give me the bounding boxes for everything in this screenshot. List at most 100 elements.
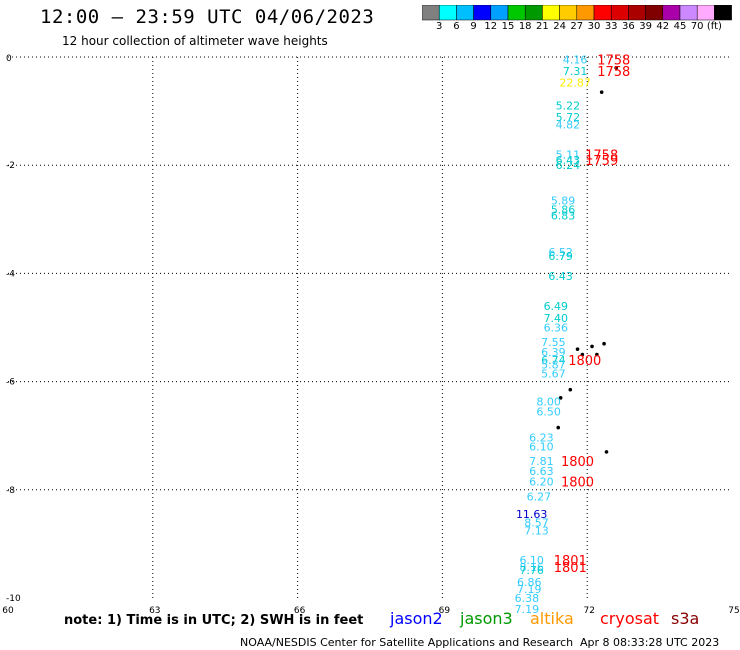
- island-mark: [580, 352, 585, 357]
- pass-time-label: 1800: [561, 476, 594, 491]
- wave-height-value: 6.79: [548, 250, 573, 263]
- wave-height-value: 5.72: [556, 111, 581, 124]
- wave-height-value: 6.52: [548, 246, 573, 259]
- footer-note: note: 1) Time is in UTC; 2) SWH is in fe…: [64, 613, 364, 628]
- island-mark: [595, 352, 599, 357]
- island-mark: [590, 344, 594, 349]
- wave-height-value: 6.20: [529, 476, 554, 489]
- wave-height-value: 6.74: [541, 354, 566, 367]
- colorbar-label: 3: [436, 21, 443, 32]
- colorbar-label: 27: [570, 21, 584, 32]
- wave-height-value: 7.76: [519, 564, 544, 577]
- wave-height-value: 6.49: [544, 300, 569, 313]
- wave-height-value: 7.19: [517, 583, 542, 596]
- colorbar-label: 6: [453, 21, 460, 32]
- island-mark: [575, 347, 580, 351]
- y-tick-label: 0: [6, 54, 12, 64]
- colorbar-label: 24: [553, 21, 566, 32]
- colorbar-label: 18: [518, 21, 532, 32]
- island-mark: [556, 425, 561, 430]
- wave-height-value: 6.10: [519, 554, 544, 567]
- wave-height-value: 7.81: [529, 455, 554, 468]
- x-tick-label: 69: [439, 606, 451, 616]
- colorbar-label: 9: [470, 21, 477, 32]
- colorbar-label: 15: [501, 21, 515, 32]
- wave-height-value: 7.31: [563, 65, 588, 78]
- wave-height-value: 6.86: [517, 576, 542, 589]
- colorbar-label: 36: [622, 21, 635, 32]
- x-tick-label: 60: [2, 606, 14, 616]
- island-mark: [614, 66, 618, 70]
- pass-time-label: 1758: [585, 148, 618, 163]
- wave-height-value: 7.40: [544, 312, 569, 325]
- x-tick-label: 75: [728, 606, 739, 616]
- map-subtitle: 12 hour collection of altimeter wave hei…: [62, 34, 328, 48]
- pass-time-label: 1801: [554, 554, 587, 569]
- generated-timestamp: Apr 8 08:33:28 UTC 2023: [580, 636, 720, 649]
- pass-time-label: 1801: [554, 561, 587, 576]
- wave-height-value: 6.10: [529, 441, 554, 454]
- pass-time-label: 1800: [568, 354, 601, 369]
- wave-height-value: 6.38: [515, 592, 540, 605]
- colorbar-label: 30: [587, 21, 601, 32]
- wave-height-value: 7.19: [515, 603, 540, 616]
- wave-height-value: 6.43: [548, 270, 573, 283]
- colorbar-label: 33: [604, 21, 618, 32]
- y-tick-label: -4: [6, 269, 15, 279]
- wave-height-value: 7.55: [541, 336, 566, 349]
- x-tick-label: 72: [583, 606, 594, 616]
- wave-height-value: 6.27: [527, 490, 552, 503]
- colorbar-label: 21: [536, 21, 549, 32]
- y-tick-label: -10: [6, 594, 21, 604]
- island-mark: [602, 341, 606, 346]
- wave-height-value: 22.87: [559, 76, 591, 89]
- satellite-legend-item: altika: [530, 609, 574, 628]
- wave-height-value: 6.39: [541, 346, 566, 359]
- credit-line: NOAA/NESDIS Center for Satellite Applica…: [240, 636, 574, 649]
- pass-time-label: 1800: [561, 455, 594, 470]
- wave-height-value: 4.82: [556, 119, 581, 132]
- wave-height-value: 5.86: [551, 204, 576, 217]
- wave-height-value: 8.57: [524, 516, 549, 529]
- x-tick-label: 63: [149, 606, 160, 616]
- island-mark: [599, 90, 604, 94]
- wave-height-value: 6.36: [544, 322, 569, 335]
- satellite-legend-item: s3a: [671, 609, 700, 628]
- wave-height-value: 8.00: [536, 396, 561, 409]
- wave-height-value: 6.83: [551, 210, 576, 223]
- wave-height-value: 5.89: [551, 194, 576, 207]
- wave-height-value: 6.24: [556, 159, 581, 172]
- colorbar-label: 45: [673, 21, 687, 32]
- y-tick-label: -6: [6, 378, 15, 388]
- wave-height-value: 6.23: [529, 431, 554, 444]
- colorbar-label: 12: [484, 21, 498, 32]
- wave-height-value: 6.50: [536, 405, 561, 418]
- island-mark: [558, 396, 563, 400]
- wave-height-value: 8.16: [519, 561, 544, 574]
- pass-time-label: 1758: [597, 54, 630, 69]
- wave-height-value: 5.11: [556, 148, 581, 161]
- colorbar-label: 70: [690, 21, 704, 32]
- colorbar-label: 39: [639, 21, 652, 32]
- island-mark: [604, 450, 609, 454]
- pass-time-label: 1759: [585, 154, 618, 169]
- wave-height-value: 5.22: [556, 100, 581, 113]
- x-tick-label: 66: [294, 606, 306, 616]
- pass-time-label: 1758: [597, 65, 630, 80]
- wave-height-value: 6.63: [529, 465, 554, 478]
- satellite-legend-item: jason2: [390, 609, 443, 628]
- wave-height-value: 5.67: [541, 367, 566, 380]
- y-tick-label: -2: [6, 161, 15, 171]
- wave-height-value: 5.87: [541, 358, 566, 371]
- wave-height-value: 11.63: [516, 508, 548, 521]
- wave-height-colorbar: [422, 5, 732, 21]
- wave-height-value: 7.13: [524, 524, 549, 537]
- satellite-legend-item: jason3: [460, 609, 513, 628]
- satellite-legend-item: cryosat: [600, 609, 660, 628]
- colorbar-label: (ft): [706, 21, 722, 32]
- wave-height-value: 4.16: [563, 54, 588, 67]
- colorbar-swatch: [714, 5, 732, 21]
- wave-height-value: 6.43: [556, 154, 581, 167]
